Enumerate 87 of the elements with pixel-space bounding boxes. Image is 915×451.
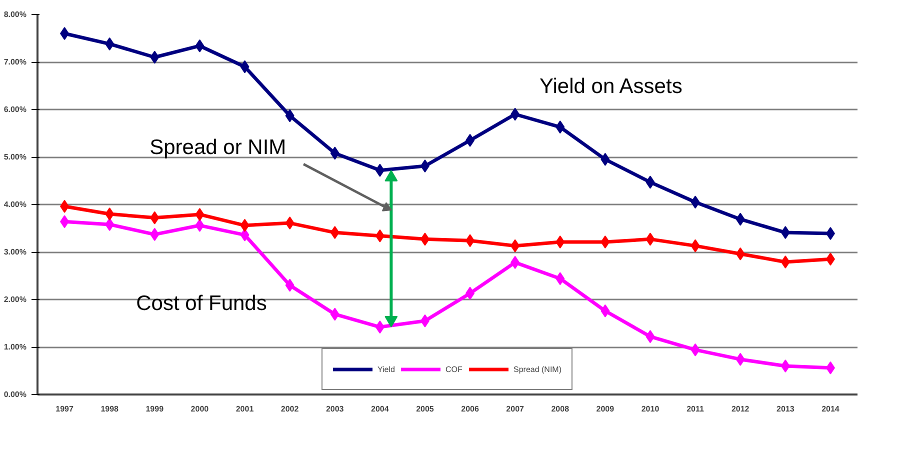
point (420, 314, 430, 328)
point (60, 200, 70, 213)
point (420, 160, 430, 173)
point (150, 50, 160, 64)
point (466, 286, 475, 300)
annotation: Cost of Funds (136, 292, 267, 315)
point (510, 239, 520, 252)
x-tick-label: 1997 (56, 404, 74, 414)
point (105, 218, 114, 231)
point (600, 304, 610, 318)
point (375, 229, 384, 242)
point (420, 232, 430, 246)
point (556, 272, 565, 286)
point (285, 109, 294, 122)
point (285, 278, 294, 292)
x-tick-label: 2009 (596, 404, 615, 414)
point (600, 152, 610, 166)
y-tick-label: 5.00% (4, 152, 27, 162)
point (510, 256, 520, 269)
point (195, 208, 204, 221)
y-tick-label: 3.00% (4, 248, 27, 256)
legend-label: COF (445, 364, 464, 374)
point (466, 234, 475, 248)
x-tick-label: 2008 (551, 404, 570, 414)
point (60, 27, 70, 40)
point (780, 360, 790, 372)
annotation: Spread or NIM (150, 136, 286, 159)
point (690, 196, 700, 209)
point (826, 361, 835, 374)
point (510, 108, 520, 121)
point (240, 60, 250, 74)
y-tick-label: 0.00% (4, 390, 27, 399)
point (736, 247, 745, 260)
point (375, 164, 384, 177)
x-tick-label: 2006 (461, 404, 480, 414)
point (105, 37, 114, 50)
x-tick-label: 2011 (686, 404, 705, 414)
x-tick-label: 2014 (822, 404, 840, 414)
y-tick-label: 4.00% (4, 200, 27, 209)
y-tick-label: 1.00% (4, 342, 27, 352)
point (285, 216, 294, 230)
point (330, 146, 340, 160)
point (195, 218, 204, 232)
x-tick-label: 2013 (776, 404, 795, 414)
point (690, 343, 700, 356)
x-tick-label: 2012 (731, 404, 750, 414)
legend-label: Yield (377, 364, 396, 374)
point (646, 232, 655, 246)
point (736, 212, 745, 226)
x-tick-label: 1998 (100, 404, 120, 414)
point (600, 236, 610, 249)
point (195, 39, 204, 52)
x-tick-label: 2007 (506, 404, 525, 414)
x-tick-label: 2002 (280, 404, 300, 414)
point (330, 308, 340, 321)
point (105, 208, 114, 220)
point (556, 120, 565, 134)
x-tick-label: 2001 (236, 404, 254, 414)
point (826, 252, 835, 266)
x-tick-label: 2004 (371, 404, 390, 414)
point (780, 255, 790, 268)
point (375, 320, 384, 334)
y-tick-label: 8.00% (4, 10, 27, 19)
point (240, 218, 250, 232)
point (466, 134, 475, 147)
x-tick-label: 2003 (326, 404, 344, 414)
point (646, 176, 655, 189)
point (150, 211, 160, 224)
y-tick-label: 6.00% (4, 105, 27, 114)
point (150, 228, 160, 241)
point (780, 226, 790, 240)
point (60, 215, 70, 228)
annotation: Yield on Assets (540, 75, 682, 98)
point (330, 226, 340, 240)
point (240, 228, 250, 242)
x-tick-label: 2010 (641, 404, 660, 414)
point (690, 239, 700, 252)
y-tick-label: 2.00% (4, 295, 27, 304)
point (646, 330, 655, 344)
point (826, 226, 835, 240)
point (556, 236, 565, 249)
point (736, 352, 745, 366)
y-tick-label: 7.00% (4, 58, 27, 66)
x-tick-label: 2000 (190, 404, 210, 414)
x-tick-label: 2005 (416, 404, 434, 414)
legend-label: Spread (NIM) (513, 364, 562, 374)
x-tick-label: 1999 (146, 404, 164, 414)
